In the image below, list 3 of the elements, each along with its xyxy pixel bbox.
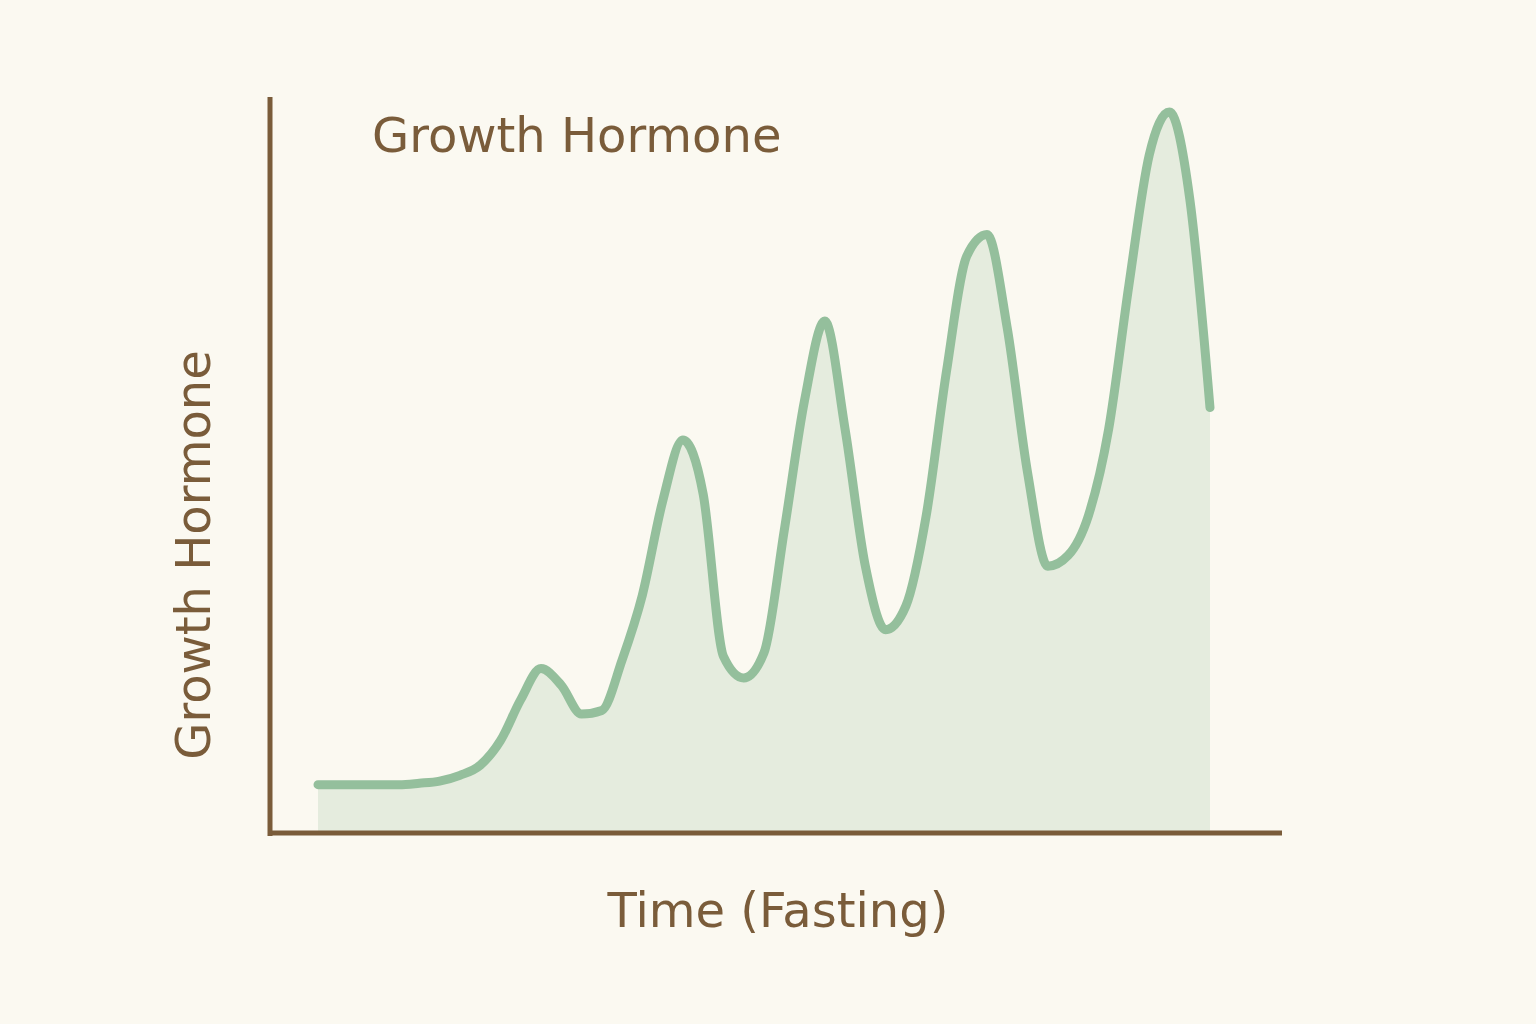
x-axis-title: Time (Fasting) xyxy=(606,882,949,938)
chart-title: Growth Hormone xyxy=(372,107,782,163)
y-axis-title: Growth Hormone xyxy=(165,350,221,760)
